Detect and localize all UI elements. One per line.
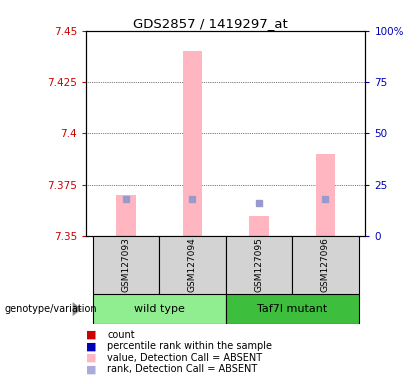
Bar bbox=[183, 51, 202, 236]
Text: genotype/variation: genotype/variation bbox=[4, 304, 97, 314]
Text: percentile rank within the sample: percentile rank within the sample bbox=[107, 341, 272, 351]
Text: rank, Detection Call = ABSENT: rank, Detection Call = ABSENT bbox=[107, 364, 257, 374]
Bar bbox=[93, 294, 226, 324]
Text: wild type: wild type bbox=[134, 304, 185, 314]
Polygon shape bbox=[73, 302, 82, 316]
Text: Taf7l mutant: Taf7l mutant bbox=[257, 304, 327, 314]
Text: ■: ■ bbox=[86, 341, 97, 351]
Text: GSM127093: GSM127093 bbox=[121, 238, 131, 292]
Bar bbox=[292, 236, 359, 294]
Text: value, Detection Call = ABSENT: value, Detection Call = ABSENT bbox=[107, 353, 262, 363]
Text: GSM127095: GSM127095 bbox=[255, 238, 263, 292]
Text: ■: ■ bbox=[86, 364, 97, 374]
Text: count: count bbox=[107, 330, 135, 340]
Text: ■: ■ bbox=[86, 330, 97, 340]
Text: GSM127096: GSM127096 bbox=[321, 238, 330, 292]
Bar bbox=[249, 215, 269, 236]
Bar bbox=[116, 195, 136, 236]
Bar bbox=[159, 236, 226, 294]
Bar bbox=[93, 236, 159, 294]
Text: GDS2857 / 1419297_at: GDS2857 / 1419297_at bbox=[133, 17, 287, 30]
Bar bbox=[226, 236, 292, 294]
Text: GSM127094: GSM127094 bbox=[188, 238, 197, 292]
Bar bbox=[315, 154, 336, 236]
Bar bbox=[226, 294, 359, 324]
Text: ■: ■ bbox=[86, 353, 97, 363]
